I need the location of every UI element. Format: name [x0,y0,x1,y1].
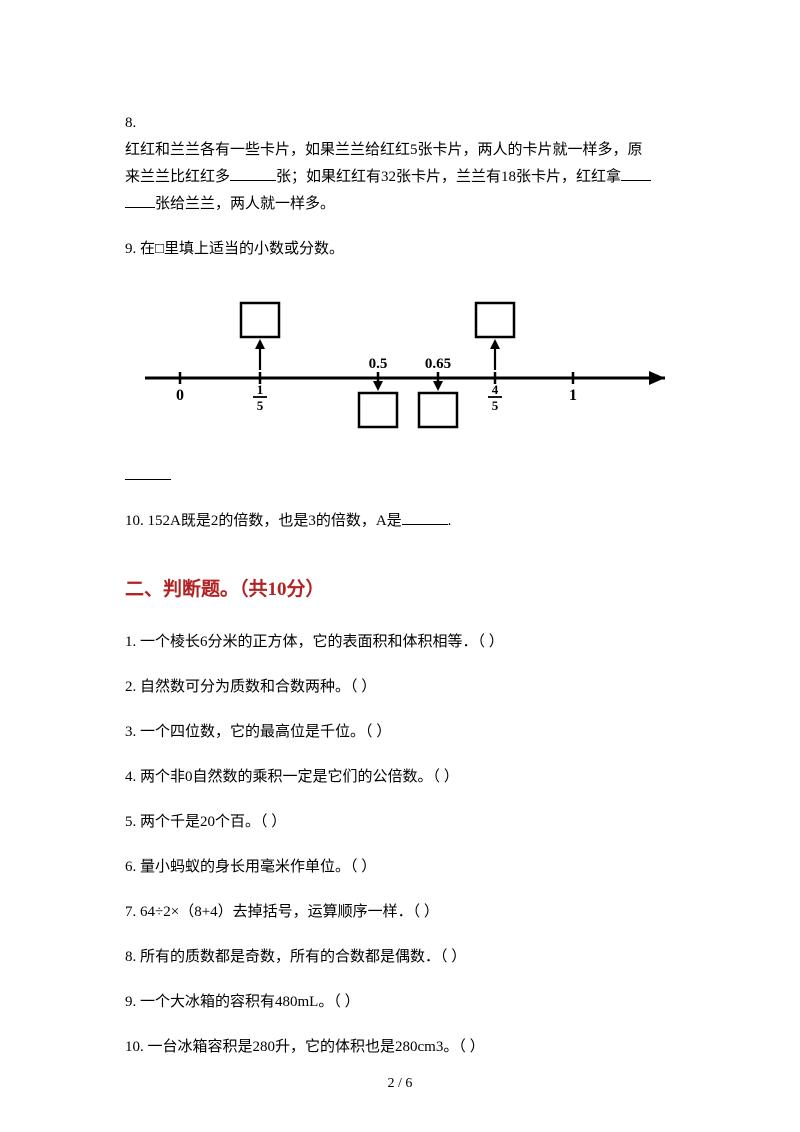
judgment-item: 10. 一台冰箱容积是280升，它的体积也是280cm3。（ ） [125,1034,675,1061]
svg-text:0: 0 [176,387,184,404]
judgment-item: 6. 量小蚂蚁的身长用毫米作单位。（ ） [125,854,675,881]
judgment-item: 3. 一个四位数，它的最高位是千位。（ ） [125,719,675,746]
judgment-item: 4. 两个非0自然数的乘积一定是它们的公倍数。（ ） [125,764,675,791]
svg-text:4: 4 [492,382,499,397]
judgment-item: 7. 64÷2×（8+4）去掉括号，运算顺序一样．（ ） [125,899,675,926]
svg-text:5: 5 [492,398,499,413]
q8-line2: 来兰兰比红红多 张；如果红红有32张卡片，兰兰有18张卡片，红红拿 [125,164,675,191]
blank [402,509,448,525]
judgment-item: 8. 所有的质数都是奇数，所有的合数都是偶数．（ ） [125,944,675,971]
q8-l2a: 来兰兰比红红多 [125,169,230,185]
svg-text:5: 5 [257,398,264,413]
q8-num: 8. [125,110,675,137]
svg-text:0.5: 0.5 [369,356,388,372]
q8-line3: 张给兰兰，两人就一样多。 [125,191,675,218]
q9-text: 9. 在□里填上适当的小数或分数。 [125,236,675,263]
judgment-item: 1. 一个棱长6分米的正方体，它的表面积和体积相等．（ ） [125,629,675,656]
judgment-item: 2. 自然数可分为质数和合数两种。（ ） [125,674,675,701]
q10-post: . [448,513,452,529]
svg-text:1: 1 [569,387,577,404]
question-9: 9. 在□里填上适当的小数或分数。 0150.50.65451 [125,236,675,490]
blank [621,165,651,181]
number-line-diagram: 0150.50.65451 [125,283,675,453]
section-2-header: 二、判断题。（共10分） [125,573,675,607]
blank [125,464,171,480]
q8-line1: 红红和兰兰各有一些卡片，如果兰兰给红红5张卡片，两人的卡片就一样多，原 [125,137,675,164]
question-10: 10. 152A既是2的倍数，也是3的倍数，A是. [125,508,675,535]
svg-text:0.65: 0.65 [425,356,451,372]
judgment-item: 9. 一个大冰箱的容积有480mL。（ ） [125,989,675,1016]
judgment-item: 5. 两个千是20个百。（ ） [125,809,675,836]
q9-trailing-blank [125,463,675,490]
number-line-svg: 0150.50.65451 [125,283,675,453]
question-8: 8. 红红和兰兰各有一些卡片，如果兰兰给红红5张卡片，两人的卡片就一样多，原 来… [125,110,675,218]
q10-pre: 10. 152A既是2的倍数，也是3的倍数，A是 [125,513,402,529]
page-footer: 2 / 6 [0,1071,800,1096]
section-2-list: 1. 一个棱长6分米的正方体，它的表面积和体积相等．（ ） 2. 自然数可分为质数… [125,629,675,1061]
q8-l2b: 张；如果红红有32张卡片，兰兰有18张卡片，红红拿 [276,169,621,185]
page: 8. 红红和兰兰各有一些卡片，如果兰兰给红红5张卡片，两人的卡片就一样多，原 来… [0,0,800,1132]
svg-text:1: 1 [257,382,264,397]
q8-l3a: 张给兰兰，两人就一样多。 [155,196,335,212]
blank [125,192,155,208]
blank [230,165,276,181]
